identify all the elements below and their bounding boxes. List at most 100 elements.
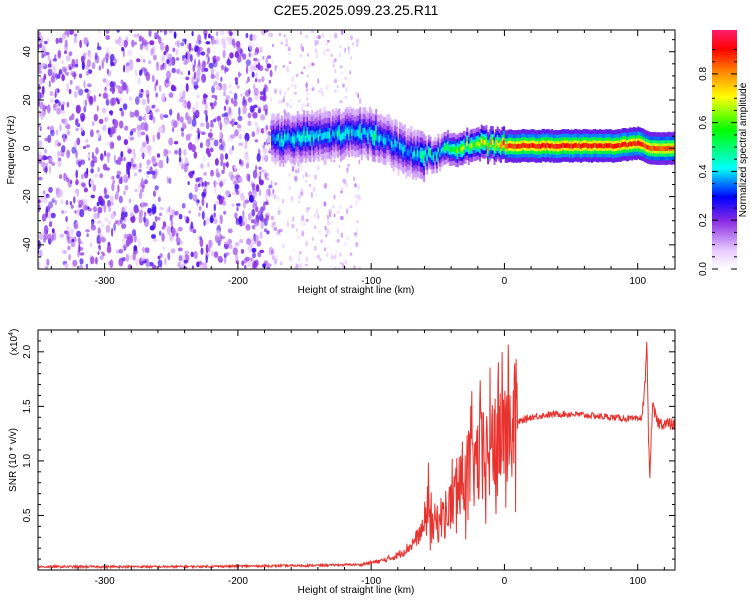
noise-speck	[347, 163, 350, 167]
noise-speck	[316, 214, 320, 220]
ridge-segment	[432, 154, 435, 160]
noise-speck	[74, 188, 79, 194]
ridge-segment	[450, 147, 453, 152]
noise-speck	[209, 128, 213, 132]
ridge-segment	[359, 127, 362, 135]
noise-speck	[205, 121, 210, 130]
noise-speck	[235, 253, 239, 262]
noise-speck	[235, 260, 239, 264]
ridge-segment	[314, 132, 317, 140]
noise-speck	[260, 114, 266, 121]
noise-speck	[90, 194, 96, 199]
noise-speck	[138, 214, 143, 224]
noise-speck	[307, 174, 311, 178]
ridge-segment	[316, 130, 318, 138]
noise-speck	[142, 246, 146, 253]
noise-speck	[263, 228, 268, 232]
noise-speck	[86, 167, 89, 175]
noise-speck	[279, 261, 283, 266]
noise-speck	[311, 237, 314, 241]
noise-speck	[39, 126, 42, 132]
ridge-segment	[496, 140, 499, 146]
ridge-segment	[295, 135, 298, 143]
noise-speck	[56, 107, 61, 115]
noise-speck	[38, 204, 41, 213]
ridge-segment	[539, 144, 542, 149]
ridge-segment	[392, 144, 395, 151]
noise-speck	[111, 175, 115, 180]
noise-speck	[212, 59, 218, 68]
noise-speck	[63, 173, 67, 178]
noise-speck	[267, 55, 272, 59]
ridge-segment	[354, 130, 357, 138]
noise-speck	[152, 134, 155, 143]
noise-speck	[336, 227, 339, 234]
noise-speck	[285, 101, 290, 108]
noise-speck	[71, 59, 76, 67]
noise-speck	[192, 64, 196, 73]
noise-speck	[104, 53, 109, 62]
noise-speck	[128, 198, 132, 204]
noise-speck	[297, 167, 300, 174]
noise-speck	[204, 180, 208, 187]
noise-speck	[152, 116, 156, 124]
noise-speck	[161, 54, 165, 63]
ridge-segment	[474, 142, 477, 148]
noise-speck	[197, 127, 200, 134]
noise-speck	[161, 159, 164, 169]
noise-speck	[146, 171, 151, 175]
noise-speck	[102, 252, 105, 257]
noise-speck	[257, 251, 262, 258]
noise-speck	[185, 76, 190, 81]
ridge-segment	[277, 133, 280, 141]
noise-speck	[231, 203, 235, 207]
ridge-segment	[610, 143, 613, 148]
ridge-segment	[504, 144, 507, 149]
noise-speck	[123, 139, 129, 146]
noise-speck	[238, 127, 242, 132]
noise-speck	[157, 196, 161, 202]
noise-speck	[259, 95, 263, 101]
noise-speck	[255, 184, 260, 193]
noise-speck	[316, 52, 318, 59]
noise-speck	[82, 204, 88, 211]
noise-speck	[207, 33, 211, 39]
noise-speck	[38, 70, 43, 74]
noise-speck	[258, 108, 261, 113]
noise-speck	[354, 91, 358, 95]
noise-speck	[195, 177, 200, 183]
noise-speck	[274, 88, 277, 94]
noise-speck	[252, 34, 257, 41]
ridge-segment	[479, 142, 482, 148]
ridge-segment	[477, 141, 480, 146]
noise-speck	[178, 213, 183, 220]
noise-speck	[196, 50, 201, 58]
noise-speck	[69, 30, 74, 35]
noise-speck	[56, 73, 61, 79]
noise-speck	[219, 214, 223, 225]
noise-speck	[174, 141, 179, 145]
noise-speck	[66, 124, 71, 130]
noise-speck	[191, 47, 194, 52]
ridge-segment	[368, 127, 371, 135]
noise-speck	[91, 151, 94, 159]
noise-speck	[223, 210, 227, 215]
noise-speck	[324, 105, 327, 111]
noise-speck	[256, 126, 260, 135]
noise-speck	[356, 195, 360, 200]
noise-speck	[179, 240, 184, 245]
noise-speck	[252, 260, 257, 269]
noise-speck	[230, 97, 234, 104]
noise-speck	[220, 37, 226, 45]
noise-speck	[305, 88, 309, 92]
noise-speck	[280, 41, 283, 45]
noise-speck	[39, 77, 44, 85]
noise-speck	[52, 58, 57, 62]
noise-speck	[109, 132, 113, 138]
noise-speck	[159, 253, 163, 258]
noise-speck	[98, 118, 104, 125]
noise-speck	[297, 71, 300, 76]
ridge-segment	[507, 143, 510, 149]
noise-speck	[301, 215, 305, 222]
noise-speck	[160, 64, 164, 71]
